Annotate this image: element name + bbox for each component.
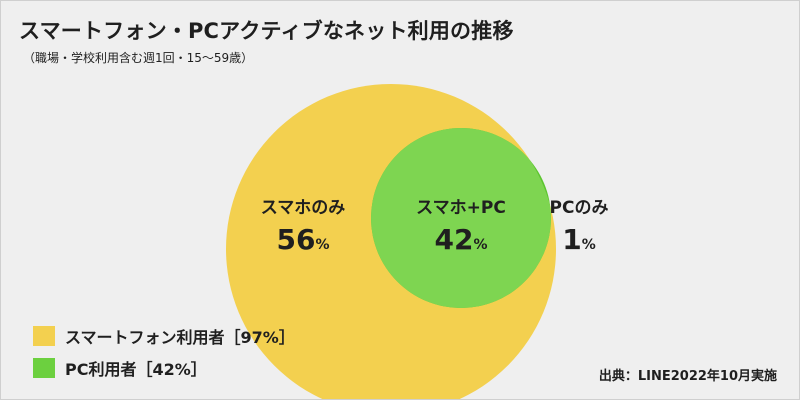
legend-label-smartphone: スマートフォン利用者［97%］ <box>65 328 295 347</box>
region-value-both: 42% <box>435 223 488 256</box>
region-label-both: スマホ+PC <box>416 198 506 218</box>
chart-subtitle: （職場・学校利用含む週1回・15〜59歳） <box>23 51 254 65</box>
legend-item-smartphone: スマートフォン利用者［97%］ <box>33 323 295 349</box>
legend-swatch-pc <box>33 358 55 378</box>
overlap-region <box>371 128 551 308</box>
legend-swatch-smartphone <box>33 326 55 346</box>
legend-item-pc: PC利用者［42%］ <box>33 355 295 381</box>
legend: スマートフォン利用者［97%］ PC利用者［42%］ <box>33 323 295 387</box>
region-value-pc-only: 1% <box>562 223 596 256</box>
region-value-smartphone-only: 56% <box>277 223 330 256</box>
legend-label-pc: PC利用者［42%］ <box>65 360 207 379</box>
region-label-pc-only: PCのみ <box>550 198 609 218</box>
region-label-smartphone-only: スマホのみ <box>261 198 346 218</box>
source-note: 出典：LINE2022年10月実施 <box>598 369 777 384</box>
chart-title: スマートフォン・PCアクティブなネット利用の推移 <box>19 19 514 43</box>
